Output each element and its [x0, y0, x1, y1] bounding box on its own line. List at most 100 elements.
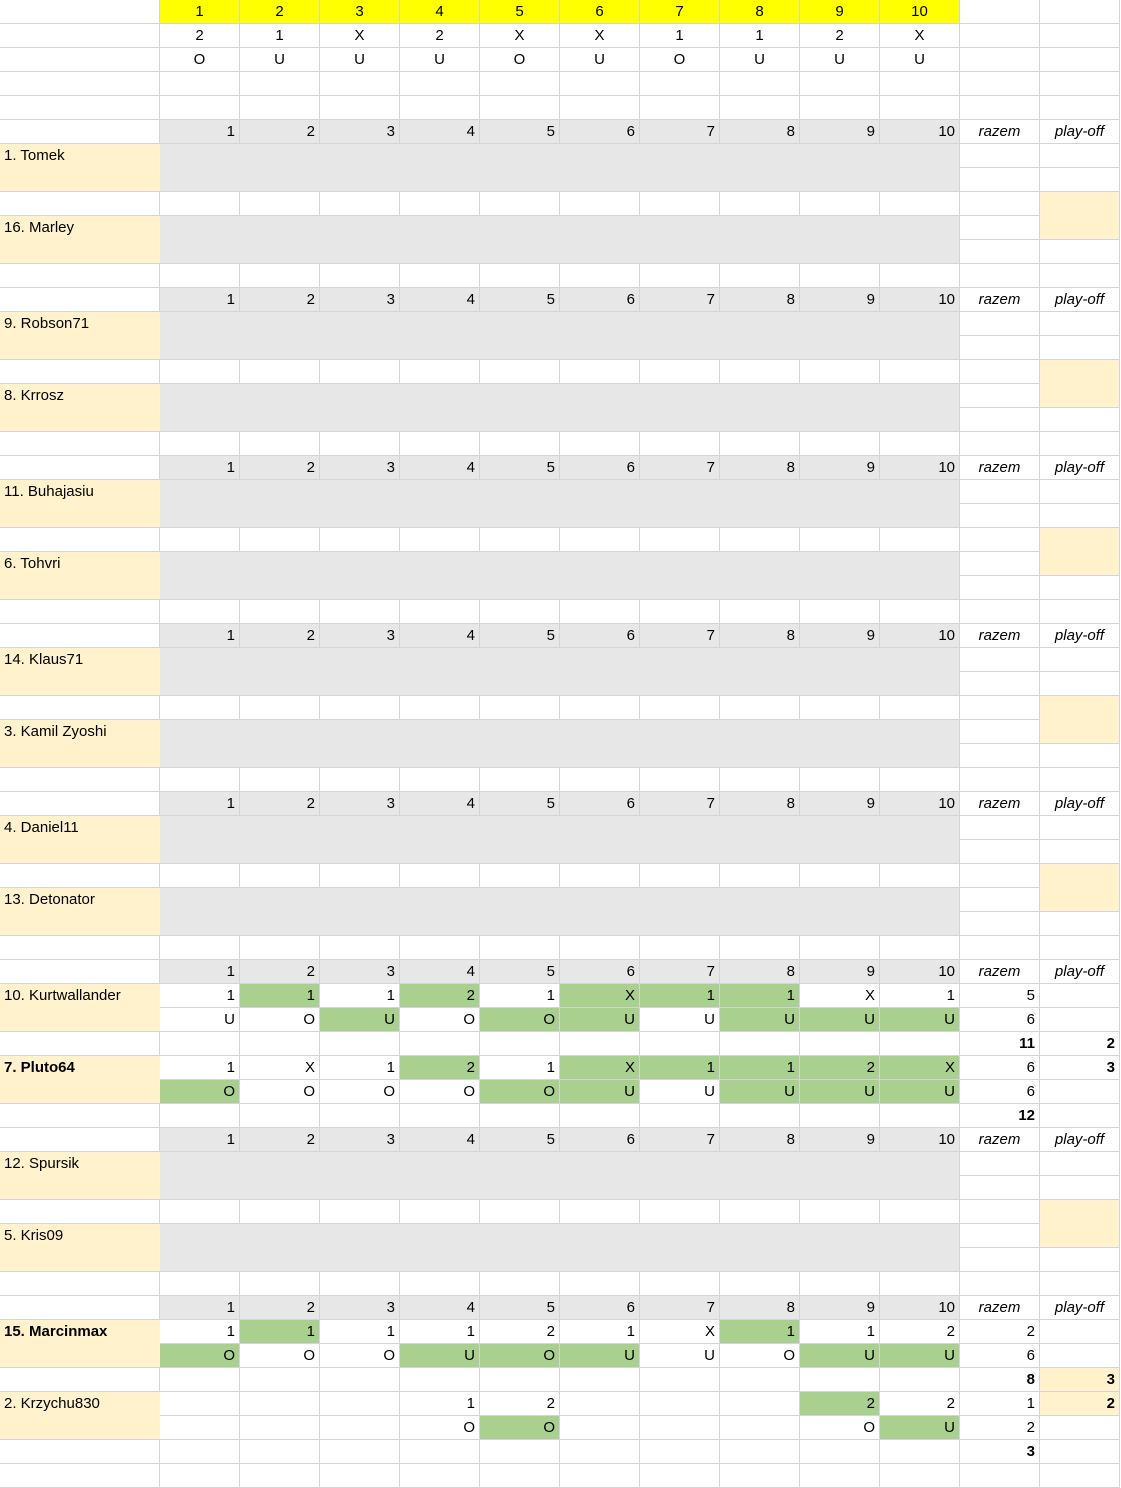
pick-1x2[interactable]: 1 — [720, 1056, 800, 1080]
header-game-number[interactable]: 7 — [640, 120, 720, 144]
grid-cell[interactable] — [720, 264, 800, 288]
header-game-number[interactable]: 9 — [800, 120, 880, 144]
grid-cell[interactable] — [320, 1104, 400, 1128]
header-game-number[interactable]: 10 — [880, 120, 960, 144]
player-name[interactable]: 14. Klaus71 — [0, 648, 160, 696]
grid-cell[interactable] — [160, 936, 240, 960]
playoff-score[interactable]: 2 — [1040, 1032, 1120, 1056]
grid-cell[interactable] — [960, 72, 1040, 96]
header-game-number[interactable]: 4 — [400, 1128, 480, 1152]
grid-cell[interactable] — [320, 72, 400, 96]
pick-overunder[interactable]: U — [880, 1008, 960, 1032]
key-result[interactable]: 2 — [800, 24, 880, 48]
grid-cell[interactable] — [800, 1368, 880, 1392]
grid-cell[interactable] — [720, 864, 800, 888]
pick-overunder[interactable] — [560, 1416, 640, 1440]
grid-cell[interactable] — [960, 936, 1040, 960]
key-number[interactable]: 2 — [240, 0, 320, 24]
pick-overunder[interactable]: U — [560, 1344, 640, 1368]
grid-cell[interactable] — [960, 384, 1040, 408]
grid-cell[interactable] — [1040, 168, 1120, 192]
pick-1x2[interactable]: 1 — [560, 1320, 640, 1344]
grid-cell[interactable] — [320, 1368, 400, 1392]
grid-cell[interactable] — [960, 840, 1040, 864]
grid-cell[interactable] — [960, 528, 1040, 552]
grid-cell[interactable] — [400, 1368, 480, 1392]
header-game-number[interactable]: 1 — [160, 120, 240, 144]
grid-cell[interactable] — [0, 360, 160, 384]
grid-cell[interactable] — [0, 1272, 160, 1296]
grid-cell[interactable] — [960, 1176, 1040, 1200]
grid-cell[interactable] — [640, 1440, 720, 1464]
grid-cell[interactable] — [960, 1248, 1040, 1272]
grid-cell[interactable] — [0, 0, 160, 24]
grid-cell[interactable] — [720, 600, 800, 624]
grid-cell[interactable] — [480, 1368, 560, 1392]
grid-cell[interactable] — [1040, 672, 1120, 696]
grid-cell[interactable] — [160, 696, 240, 720]
grid-cell[interactable] — [160, 600, 240, 624]
grid-cell[interactable] — [480, 1200, 560, 1224]
key-number[interactable]: 4 — [400, 0, 480, 24]
grid-cell[interactable] — [880, 1032, 960, 1056]
pick-overunder[interactable]: U — [560, 1008, 640, 1032]
grid-cell[interactable] — [800, 864, 880, 888]
pick-overunder[interactable]: O — [720, 1344, 800, 1368]
header-game-number[interactable]: 7 — [640, 456, 720, 480]
grid-cell[interactable] — [240, 864, 320, 888]
playoff-score[interactable]: 3 — [1040, 1368, 1120, 1392]
grid-cell[interactable] — [240, 1464, 320, 1488]
pick-1x2[interactable] — [240, 1392, 320, 1416]
grid-cell[interactable] — [880, 1464, 960, 1488]
pick-1x2[interactable]: 1 — [320, 1320, 400, 1344]
grid-cell[interactable] — [160, 432, 240, 456]
grid-cell[interactable] — [880, 192, 960, 216]
grid-cell[interactable] — [560, 768, 640, 792]
grid-cell[interactable] — [1040, 1464, 1120, 1488]
playoff-empty[interactable] — [1040, 864, 1120, 912]
key-overunder[interactable]: U — [720, 48, 800, 72]
grid-cell[interactable] — [160, 96, 240, 120]
header-razem[interactable]: razem — [960, 456, 1040, 480]
header-game-number[interactable]: 3 — [320, 1296, 400, 1320]
header-game-number[interactable]: 5 — [480, 792, 560, 816]
grid-cell[interactable] — [960, 168, 1040, 192]
pick-overunder[interactable]: U — [800, 1008, 880, 1032]
grid-cell[interactable] — [320, 528, 400, 552]
header-game-number[interactable]: 6 — [560, 1128, 640, 1152]
pick-overunder[interactable]: U — [400, 1344, 480, 1368]
key-overunder[interactable]: U — [320, 48, 400, 72]
key-number[interactable]: 1 — [160, 0, 240, 24]
grid-cell[interactable] — [0, 1464, 160, 1488]
grid-cell[interactable] — [560, 1440, 640, 1464]
header-game-number[interactable]: 10 — [880, 456, 960, 480]
grid-cell[interactable] — [0, 1296, 160, 1320]
grid-cell[interactable] — [400, 1440, 480, 1464]
grid-cell[interactable] — [0, 528, 160, 552]
grid-cell[interactable] — [1040, 432, 1120, 456]
grid-cell[interactable] — [1040, 336, 1120, 360]
picks-empty[interactable] — [160, 1224, 960, 1272]
grid-cell[interactable] — [880, 936, 960, 960]
grid-cell[interactable] — [400, 360, 480, 384]
grid-cell[interactable] — [400, 768, 480, 792]
grid-cell[interactable] — [640, 192, 720, 216]
pick-overunder[interactable]: U — [160, 1008, 240, 1032]
grid-cell[interactable] — [400, 600, 480, 624]
header-game-number[interactable]: 2 — [240, 960, 320, 984]
grid-cell[interactable] — [400, 528, 480, 552]
grid-cell[interactable] — [560, 1032, 640, 1056]
grid-cell[interactable] — [800, 600, 880, 624]
key-overunder[interactable]: O — [160, 48, 240, 72]
grid-cell[interactable] — [800, 1104, 880, 1128]
grid-cell[interactable] — [0, 624, 160, 648]
grid-cell[interactable] — [960, 480, 1040, 504]
header-game-number[interactable]: 1 — [160, 456, 240, 480]
grid-cell[interactable] — [400, 864, 480, 888]
grid-cell[interactable] — [400, 1272, 480, 1296]
grid-cell[interactable] — [560, 528, 640, 552]
grid-cell[interactable] — [1040, 840, 1120, 864]
pick-1x2[interactable]: 1 — [160, 984, 240, 1008]
grid-cell[interactable] — [480, 432, 560, 456]
grid-cell[interactable] — [480, 768, 560, 792]
